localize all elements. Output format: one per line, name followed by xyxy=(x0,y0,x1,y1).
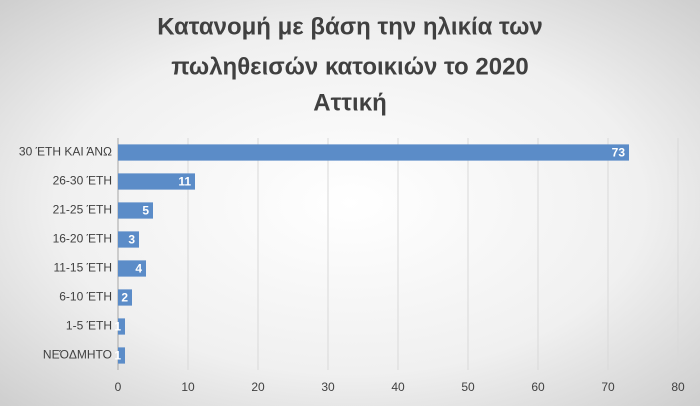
x-tick-label: 40 xyxy=(391,380,405,394)
x-tick-label: 70 xyxy=(601,380,615,394)
value-label: 2 xyxy=(121,291,128,305)
bar xyxy=(118,173,195,190)
y-tick-label: 21-25 ΈΤΗ xyxy=(53,203,112,217)
y-tick-label: 16-20 ΈΤΗ xyxy=(53,232,112,246)
y-tick-label: 1-5 ΈΤΗ xyxy=(66,319,112,333)
x-tick-label: 0 xyxy=(115,380,122,394)
value-label: 73 xyxy=(612,146,626,160)
x-tick-label: 30 xyxy=(321,380,335,394)
bar xyxy=(118,231,139,248)
chart-title: πωληθεισών κατοικιών το 2020 xyxy=(171,53,529,80)
y-tick-label: 26-30 ΈΤΗ xyxy=(53,174,112,188)
x-tick-label: 50 xyxy=(461,380,475,394)
value-label: 1 xyxy=(114,349,121,363)
value-label: 1 xyxy=(114,320,121,334)
x-tick-label: 60 xyxy=(531,380,545,394)
bar xyxy=(118,260,146,277)
x-tick-label: 10 xyxy=(181,380,195,394)
bar xyxy=(118,347,125,364)
y-tick-label: ΝΕΌΔΜΗΤΟ xyxy=(43,348,112,362)
y-tick-label: 11-15 ΈΤΗ xyxy=(53,261,112,275)
value-label: 5 xyxy=(142,204,149,218)
y-tick-label: 30 ΈΤΗ ΚΑΙ ΆΝΩ xyxy=(19,145,112,159)
bar xyxy=(118,202,153,219)
value-label: 11 xyxy=(178,175,191,189)
chart-title: Κατανομή με βάση την ηλικία των xyxy=(157,13,542,40)
x-tick-label: 20 xyxy=(251,380,265,394)
bar xyxy=(118,144,629,161)
x-tick-label: 80 xyxy=(671,380,685,394)
y-tick-label: 6-10 ΈΤΗ xyxy=(59,290,112,304)
bar xyxy=(118,318,125,335)
value-label: 3 xyxy=(128,233,135,247)
bar xyxy=(118,289,132,306)
value-label: 4 xyxy=(135,262,142,276)
chart-title: Αττική xyxy=(313,89,386,116)
